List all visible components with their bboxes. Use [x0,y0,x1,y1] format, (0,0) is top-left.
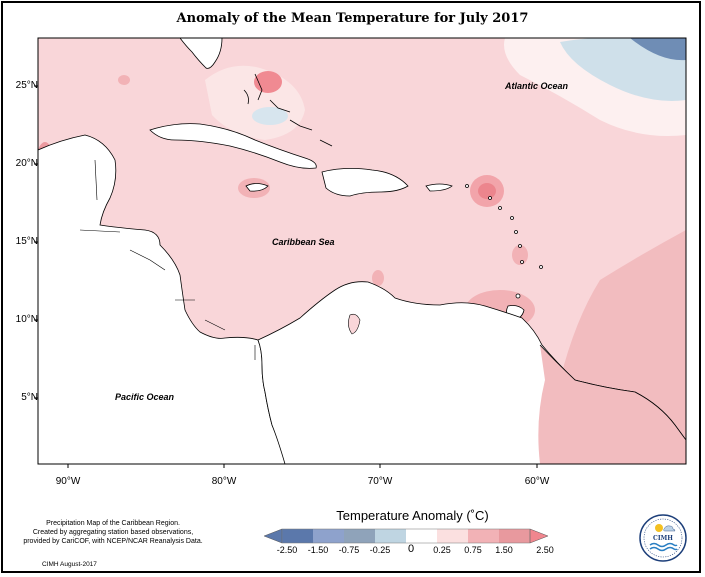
land-cuba [149,123,317,169]
legend-tick: 0.25 [433,545,451,555]
legend-swatch [468,529,499,543]
legend-title: Temperature Anomaly (˚C) [336,508,489,523]
land-puerto-rico [425,183,453,192]
lat-label: 20°N [15,158,38,169]
legend-tick: -0.25 [369,545,391,555]
lat-label: 10°N [15,314,38,325]
description-line: Created by aggregating station based obs… [32,529,194,536]
legend-swatch [499,529,530,543]
legend-tick: 0 [407,543,415,555]
description-line: Precipitation Map of the Caribbean Regio… [46,520,180,527]
legend-swatch [313,529,344,543]
warm-anomaly-guianas [538,345,686,464]
pacific-ocean-label: Pacific Ocean [115,392,175,402]
lon-label: 70°W [367,476,393,487]
lon-label: 90°W [55,476,81,487]
cool-spot-bahamas [252,107,288,125]
lon-label: 60°W [524,476,550,487]
plot-border [37,37,687,465]
map-description: Precipitation Map of the Caribbean Regio… [18,519,208,546]
legend-tick: 0.75 [464,545,482,555]
cimh-logo-icon [639,514,687,562]
map-title: Anomaly of the Mean Temperature for July… [176,11,529,26]
legend-swatch [263,528,283,544]
lat-label: 5°N [21,392,38,403]
lat-label: 25°N [15,80,38,91]
caribbean-sea-label: Caribbean Sea [272,237,335,247]
legend-tick: 2.50 [536,545,554,555]
description-line: provided by CariCOF, with NCEP/NCAR Rean… [23,538,203,545]
legend-swatch [406,529,437,543]
lake-maracaibo [348,313,361,335]
map-plot-area [38,38,686,464]
lat-label: 15°N [15,236,38,247]
axis-ticks [34,85,538,468]
strong-cool-zone [630,38,686,61]
legend-swatch [437,529,468,543]
legend-swatch [529,528,549,544]
legend-tick: 1.50 [495,545,513,555]
credit-label: CIMH August-2017 [42,561,97,568]
legend-swatch [282,529,313,543]
legend-swatch [344,529,375,543]
land-jamaica [245,183,269,192]
cool-anomaly-zone [560,38,686,101]
lon-label: 80°W [211,476,237,487]
legend-swatch [375,529,406,543]
land-lesser-antilles [465,184,543,299]
legend-tick: -2.50 [276,545,298,555]
atlantic-ocean-label: Atlantic Ocean [505,81,569,91]
land-bahamas [243,73,333,147]
legend-colorbar [263,528,549,544]
land-florida [179,38,223,69]
logo-text: CIMH [653,535,673,542]
land-hispaniola [321,168,409,197]
legend-tick: -0.75 [338,545,360,555]
legend-tick: -1.50 [307,545,329,555]
